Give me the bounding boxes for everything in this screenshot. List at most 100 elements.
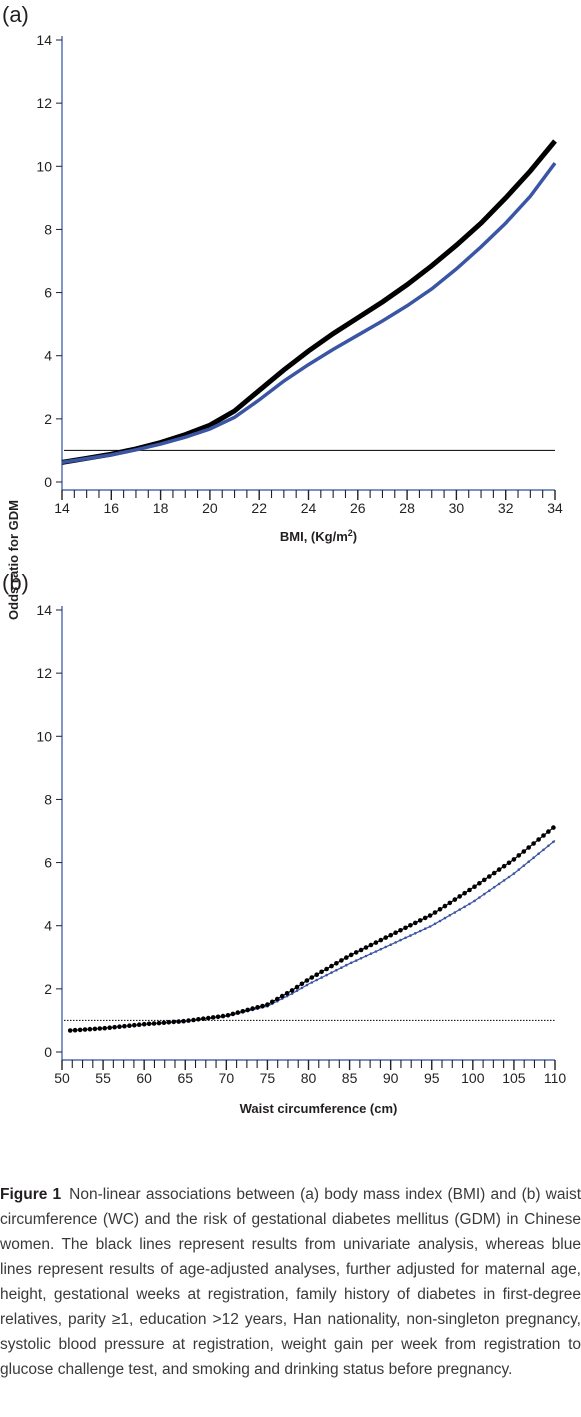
y-tick-label: 4 [44, 918, 52, 934]
series-point-0 [437, 907, 443, 912]
series-point-1 [320, 976, 323, 979]
x-tick-label: 75 [260, 1070, 276, 1086]
series-point-1 [394, 941, 397, 944]
series-point-0 [102, 1025, 107, 1031]
series-point-0 [87, 1026, 93, 1032]
series-point-0 [245, 1007, 250, 1013]
series-point-0 [511, 857, 517, 862]
series-point-1 [354, 959, 358, 962]
series-point-0 [398, 928, 403, 933]
series-point-0 [112, 1024, 117, 1030]
series-point-0 [403, 925, 408, 931]
series-point-1 [507, 875, 511, 879]
x-tick-label: 110 [544, 1070, 567, 1086]
series-point-1 [404, 936, 407, 940]
series-point-0 [501, 863, 507, 869]
series-point-0 [146, 1021, 152, 1027]
series-point-0 [176, 1019, 181, 1024]
series-point-0 [77, 1027, 83, 1033]
series-point-0 [122, 1023, 127, 1029]
series-point-0 [235, 1010, 241, 1015]
series-point-1 [433, 922, 437, 926]
series-point-0 [270, 999, 275, 1005]
series-point-1 [483, 892, 486, 896]
y-tick-label: 14 [36, 32, 52, 48]
series-point-1 [330, 971, 333, 974]
series-point-0 [186, 1018, 191, 1023]
x-tick-label: 95 [424, 1070, 440, 1086]
series-point-0 [378, 937, 384, 943]
y-tick-label: 2 [44, 981, 52, 997]
series-point-0 [67, 1028, 73, 1033]
series-point-0 [491, 870, 497, 876]
series-point-0 [324, 966, 329, 972]
series-point-1 [438, 919, 442, 923]
series-point-1 [374, 950, 378, 953]
series-point-0 [393, 930, 398, 935]
series-point-0 [526, 845, 531, 850]
series-point-0 [132, 1022, 137, 1028]
series-point-0 [82, 1027, 88, 1032]
series-point-0 [255, 1005, 260, 1010]
series-point-0 [171, 1019, 176, 1025]
series-point-0 [368, 942, 374, 948]
series-line-0 [70, 825, 556, 1032]
series-line-0 [61, 139, 557, 465]
series-point-0 [546, 829, 551, 834]
series-point-0 [516, 853, 522, 858]
series-point-1 [423, 927, 427, 930]
series-point-1 [399, 938, 402, 942]
series-point-1 [443, 916, 447, 920]
series-point-0 [422, 915, 428, 921]
series-point-0 [432, 910, 438, 915]
series-point-1 [310, 981, 314, 984]
x-tick-label: 14 [54, 500, 70, 516]
series-point-1 [305, 983, 309, 987]
series-point-1 [542, 848, 545, 852]
series-point-0 [161, 1020, 167, 1025]
x-tick-label: 55 [95, 1070, 111, 1086]
x-axis-title: Waist circumference (cm) [240, 1101, 398, 1116]
series-point-0 [462, 890, 467, 896]
series-point-1 [379, 947, 383, 951]
series-point-0 [348, 952, 354, 958]
series-point-1 [478, 896, 481, 899]
x-tick-label: 24 [301, 500, 317, 516]
series-point-1 [335, 968, 338, 972]
series-point-0 [551, 825, 556, 830]
series-point-0 [294, 984, 300, 990]
series-point-0 [329, 963, 334, 969]
series-point-0 [467, 887, 472, 893]
series-point-1 [522, 864, 526, 867]
series-point-1 [547, 844, 550, 848]
series-point-0 [521, 849, 527, 854]
series-point-0 [240, 1009, 246, 1014]
y-tick-label: 10 [36, 158, 52, 174]
y-tick-label: 0 [44, 1044, 52, 1060]
series-point-1 [512, 872, 516, 875]
series-point-0 [363, 945, 369, 950]
panel-label-0: (a) [2, 2, 29, 27]
series-point-1 [325, 973, 328, 977]
x-tick-label: 30 [449, 500, 465, 516]
series-point-0 [299, 981, 305, 987]
series-point-0 [309, 975, 315, 980]
series-point-0 [383, 935, 389, 940]
series-point-0 [107, 1025, 112, 1030]
series-point-0 [136, 1022, 142, 1027]
series-point-1 [502, 879, 506, 882]
series-point-0 [151, 1021, 157, 1026]
series-point-1 [414, 932, 417, 935]
series-point-1 [315, 978, 319, 982]
series-point-0 [541, 833, 546, 838]
series-point-0 [344, 955, 349, 960]
series-point-0 [531, 841, 536, 846]
y-tick-label: 4 [44, 348, 52, 364]
series-point-0 [413, 920, 418, 926]
y-axis-title: Odds ratio for GDM [6, 500, 21, 620]
series-point-0 [353, 950, 359, 955]
series-point-0 [334, 961, 339, 966]
series-point-0 [427, 913, 433, 918]
series-point-0 [201, 1016, 206, 1021]
y-tick-label: 12 [36, 95, 52, 111]
